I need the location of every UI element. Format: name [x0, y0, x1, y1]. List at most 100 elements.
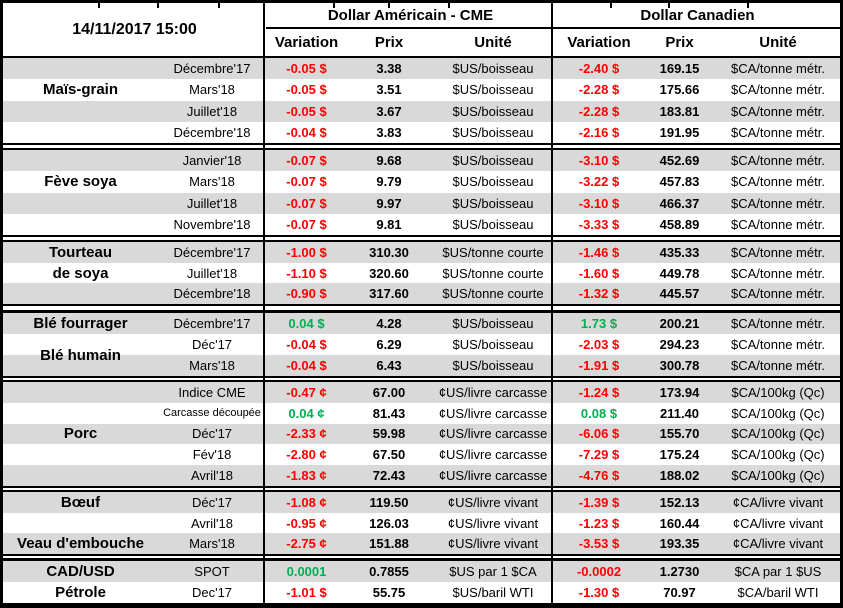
us-unit-label-cell: $US/boisseau — [431, 100, 555, 122]
month-label: Juillet'18 — [186, 195, 238, 211]
ca-unit-label-cell: $CA/tonne métr. — [716, 263, 840, 284]
table-row: Pétrole Dec'17 -1.01 $ 55.75 $US/baril WTI -1… — [3, 582, 840, 603]
us-unit-label: ¢US/livre vivant — [447, 536, 539, 552]
us-unit-label-cell: $US/tonne courte — [431, 242, 555, 263]
ca-variation-value: -2.03 $ — [578, 337, 620, 352]
us-variation-value: -0.90 $ — [286, 286, 327, 302]
ca-variation-value: -1.39 $ — [578, 494, 620, 510]
us-price-value-cell: 72.43 — [347, 465, 431, 486]
category-label: Bœuf — [60, 493, 101, 511]
ca-unit-label: $CA/tonne métr. — [731, 124, 825, 140]
us-unit-label: ¢US/livre carcasse — [438, 447, 548, 463]
month-label: Juillet'18 — [186, 103, 238, 119]
category-label: Blé fourrager — [33, 315, 128, 332]
month-label: Décembre'18 — [173, 124, 251, 140]
ca-price-value-cell: 193.35 — [643, 533, 716, 555]
us-price-value: 4.28 — [376, 316, 402, 331]
us-unit-label: $US/boisseau — [452, 337, 534, 352]
us-unit-label-cell: ¢US/livre vivant — [431, 492, 555, 513]
ca-variation-value: -0.0002 — [576, 564, 622, 579]
category-label-cell: Blé humain — [3, 334, 158, 364]
us-price-value: 6.29 — [376, 337, 402, 352]
ca-variation-value: -2.40 $ — [578, 61, 620, 77]
ca-price-value: 435.33 — [659, 244, 700, 260]
ca-price-value-cell: 175.66 — [643, 79, 716, 100]
ca-variation-value: -4.76 $ — [578, 468, 620, 484]
us-price-value-cell: 3.51 — [347, 79, 431, 100]
us-unit-label: ¢US/livre vivant — [447, 494, 539, 510]
us-price-value-cell: 9.79 — [347, 171, 431, 192]
ca-price-value-cell: 191.95 — [643, 122, 716, 143]
category-label-cell: Veau d'embouche — [3, 533, 158, 555]
section-divider — [3, 376, 840, 382]
us-variation-value-cell: -0.05 $ — [266, 79, 347, 100]
us-variation-value-cell: 0.0001 — [266, 561, 347, 582]
table-row: Décembre'17 -0.05 $ 3.38 $US/boisseau -2.40 … — [3, 58, 840, 80]
ca-variation-value: -7.29 $ — [578, 447, 620, 463]
us-unit-label: $US/boisseau — [452, 124, 534, 140]
category-label: Blé humain — [40, 347, 121, 364]
month-label: Juillet'18 — [186, 265, 238, 281]
month-label: Dec'17 — [191, 585, 233, 600]
ca-price-value-cell: 458.89 — [643, 214, 716, 235]
us-unit-label: ¢US/livre carcasse — [438, 405, 548, 421]
us-price-value-cell: 59.98 — [347, 423, 431, 445]
us-unit-label-cell: $US/tonne courte — [431, 283, 555, 305]
us-price-value-cell: 6.29 — [347, 334, 431, 355]
category-label: Fève soya — [44, 173, 117, 191]
gridline-stub — [98, 3, 100, 8]
ca-dollar-title: Dollar Canadien — [555, 3, 840, 29]
ca-unit-label: $CA/tonne métr. — [731, 337, 825, 352]
table-row: Juillet'18 -0.05 $ 3.67 $US/boisseau -2.28 $… — [3, 100, 840, 122]
month-label-cell: Juillet'18 — [158, 100, 266, 122]
ca-price-value-cell: 452.69 — [643, 150, 716, 172]
category-label-cell: Porc — [3, 423, 158, 445]
ca-variation-value: -1.91 $ — [578, 358, 620, 373]
table-row: Juillet'18 -0.07 $ 9.97 $US/boisseau -3.10 $… — [3, 192, 840, 214]
ca-price-value-cell: 169.15 — [643, 58, 716, 80]
category-label-cell: Blé fourrager — [3, 313, 158, 334]
month-label: Fév'18 — [192, 447, 232, 463]
us-variation-value-cell: -0.04 $ — [266, 122, 347, 143]
section-divider — [3, 486, 840, 492]
table-row: Porc Déc'17 -2.33 ¢ 59.98 ¢US/livre carcasse… — [3, 423, 840, 445]
ca-price-value: 458.89 — [659, 216, 700, 232]
us-price-value: 59.98 — [372, 426, 406, 442]
us-price-value: 81.43 — [372, 405, 406, 421]
ca-prix-column-header: Prix — [665, 34, 694, 51]
category-label-cell — [3, 214, 158, 235]
table-row: Bœuf Déc'17 -1.08 ¢ 119.50 ¢US/livre vivant -… — [3, 492, 840, 513]
us-price-value: 9.97 — [376, 195, 402, 211]
ca-price-value-cell: 173.94 — [643, 382, 716, 403]
ca-variation-column-header: Variation — [567, 34, 631, 51]
month-label-cell: Décembre'17 — [158, 58, 266, 80]
category-label-cell — [3, 465, 158, 486]
month-label-cell: Indice CME — [158, 382, 266, 403]
us-price-value: 3.38 — [376, 61, 402, 77]
gridline-stub — [610, 3, 612, 8]
ca-variation-value-cell: -2.40 $ — [555, 58, 643, 80]
category-label: Tourteau — [48, 243, 113, 261]
us-variation-value: -0.07 $ — [286, 195, 327, 211]
section-tourteau-de-soya: Tourteau Décembre'17 -1.00 $ 310.30 $US/tonn… — [3, 242, 840, 305]
ca-variation-value-cell: -0.0002 — [555, 561, 643, 582]
ca-column-headers: Variation Prix Unité — [555, 29, 840, 56]
section-feve-soya: Janvier'18 -0.07 $ 9.68 $US/boisseau -3.10 $… — [3, 150, 840, 235]
ca-unit-label-cell: $CA/baril WTI — [716, 582, 840, 603]
category-label-cell — [3, 58, 158, 80]
month-label: Mars'18 — [189, 536, 235, 552]
us-variation-value: -0.05 $ — [286, 82, 327, 98]
ca-price-value-cell: 435.33 — [643, 242, 716, 263]
us-variation-column-header: Variation — [274, 34, 339, 51]
category-label-cell: Bœuf — [3, 492, 158, 513]
ca-unit-label-cell: $CA/tonne métr. — [716, 150, 840, 172]
month-label-cell: Mars'18 — [158, 79, 266, 100]
month-label: Décembre'17 — [173, 244, 251, 260]
category-label-cell — [3, 283, 158, 305]
month-label-cell: Décembre'18 — [158, 122, 266, 143]
section-divider — [3, 235, 840, 242]
ca-unit-label-cell: $CA/tonne métr. — [716, 79, 840, 100]
us-price-value: 3.51 — [376, 82, 402, 98]
month-label-cell: Novembre'18 — [158, 214, 266, 235]
month-label: Novembre'18 — [173, 216, 251, 232]
